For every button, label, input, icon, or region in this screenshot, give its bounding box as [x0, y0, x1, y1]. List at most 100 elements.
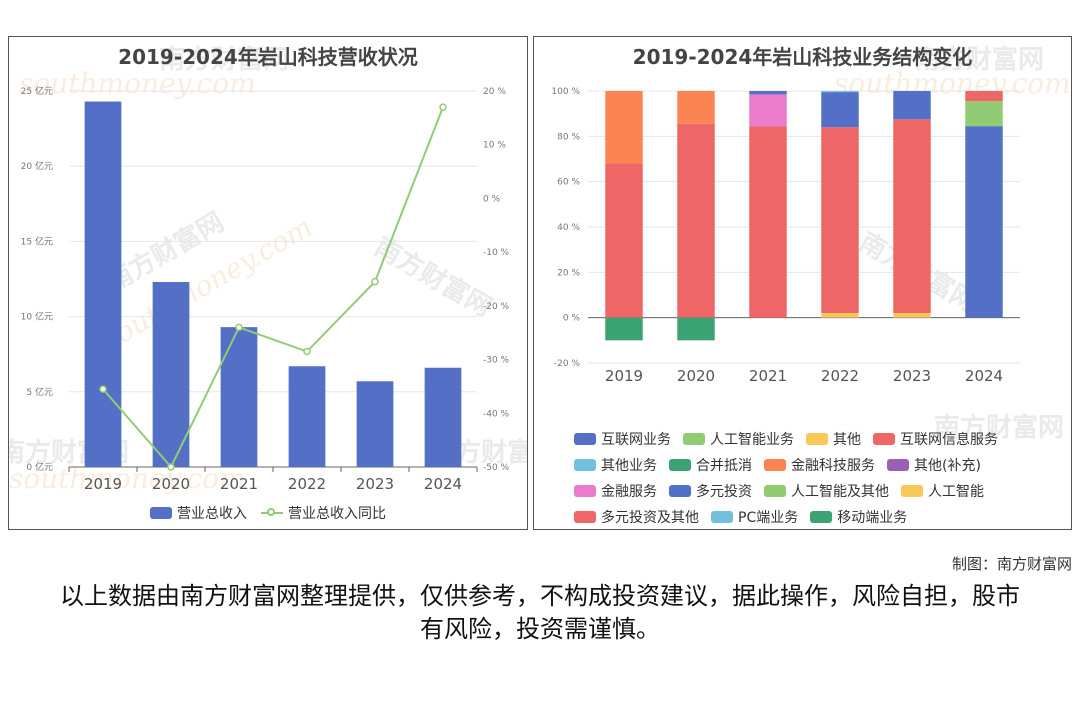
legend-item[interactable]: 多元投资及其他: [574, 507, 699, 527]
legend-item[interactable]: 互联网信息服务: [873, 429, 998, 449]
stacked-bar-segment: [893, 313, 931, 318]
legend-item[interactable]: 互联网业务: [574, 429, 671, 449]
x-tick-label: 2021: [749, 367, 787, 385]
y-tick-label: -20 %: [554, 359, 581, 369]
point-yoy-2022: [303, 347, 311, 356]
stacked-bar-segment: [821, 313, 859, 318]
y-left-tick-label: 15 亿元: [21, 235, 53, 247]
legend-label: 其他: [833, 432, 861, 448]
y-right-tick-label: 0 %: [483, 194, 501, 204]
y-right-tick-label: 10 %: [483, 141, 506, 151]
y-left-tick-label: 5 亿元: [26, 386, 53, 398]
legend-item[interactable]: 人工智能业务: [683, 429, 794, 449]
legend-swatch: [810, 511, 833, 523]
legend-item[interactable]: PC端业务: [711, 507, 798, 527]
y-tick-label: 20 %: [557, 268, 580, 278]
legend-label: 金融服务: [601, 484, 657, 500]
legend-item[interactable]: 金融服务: [574, 481, 657, 501]
legend-swatch: [574, 459, 596, 471]
legend-label: 人工智能业务: [710, 432, 794, 448]
y-left-tick-label: 0 亿元: [26, 461, 53, 473]
revenue-chart-panel: 南方财富网 southmoney.com 南方财富网 southmoney.co…: [8, 36, 528, 530]
legend-swatch: [711, 511, 733, 523]
stacked-bar-segment: [821, 91, 859, 93]
x-tick-label: 2022: [288, 475, 326, 493]
legend-label: 互联网业务: [601, 432, 671, 448]
stacked-bar-segment: [605, 163, 643, 318]
legend-item[interactable]: 其他(补充): [887, 455, 981, 475]
stacked-bar-segment: [893, 91, 931, 120]
legend-label: 互联网信息服务: [900, 432, 998, 448]
y-right-tick-label: -20 %: [483, 302, 510, 312]
stacked-bar-segment: [677, 91, 715, 124]
legend-label: 金融科技服务: [791, 458, 875, 474]
stacked-bar-segment: [677, 317, 715, 341]
chart-legend: 互联网业务 人工智能业务 其他 互联网信息服务其他业务 合并抵消 金融科技服务 其他(补充)…: [574, 429, 1054, 527]
legend-swatch: [806, 433, 828, 445]
business-structure-chart: -20 % 0 % 20 % 40 % 60 % 80 % 100 % 2019 2020 202…: [551, 87, 1020, 385]
legend-label: 人工智能及其他: [791, 484, 889, 500]
stacked-bar-segment: [749, 91, 787, 95]
y-left-tick-label: 20 亿元: [21, 160, 53, 172]
legend-item-revenue-yoy[interactable]: 营业总收入同比: [261, 503, 386, 523]
chart-title: 2019-2024年岩山科技业务结构变化: [632, 45, 973, 69]
y-tick-label: 100 %: [551, 87, 580, 97]
x-tick-label: 2020: [677, 367, 715, 385]
point-yoy-2020: [167, 463, 175, 471]
legend-item[interactable]: 其他业务: [574, 455, 657, 475]
y-tick-label: 60 %: [557, 178, 580, 188]
legend-swatch: [669, 485, 691, 497]
legend-item[interactable]: 合并抵消: [669, 455, 752, 475]
stacked-bar-segment: [965, 126, 1003, 318]
legend-swatch: [873, 433, 895, 445]
y-tick-label: 0 %: [563, 314, 581, 324]
chart-title: 2019-2024年岩山科技营收状况: [118, 45, 418, 69]
x-tick-label: 2022: [821, 367, 859, 385]
legend-item-revenue[interactable]: 营业总收入: [150, 503, 247, 523]
stacked-bar-segment: [605, 91, 643, 164]
y-right-tick-label: -50 %: [483, 463, 510, 473]
y-right-tick-label: -30 %: [483, 356, 510, 366]
stacked-bar-segment: [605, 317, 643, 341]
x-tick-label: 2023: [356, 475, 394, 493]
legend-swatch: [574, 433, 596, 445]
legend-label: 合并抵消: [696, 458, 752, 474]
stacked-bar-segment: [965, 101, 1003, 127]
bar-revenue-2023: [356, 381, 394, 467]
legend-label: 其他(补充): [914, 458, 981, 474]
stacked-bar-segment: [749, 94, 787, 127]
stacked-bar-segment: [749, 126, 787, 318]
stacked-bar-segment: [893, 119, 931, 314]
business-structure-chart-panel: 南方财富网 southmoney.com 南方财富网 南方财富网 2019-20…: [533, 36, 1072, 530]
stacked-bar-segment: [965, 91, 1003, 102]
x-tick-label: 2024: [424, 475, 462, 493]
legend-item[interactable]: 金融科技服务: [764, 455, 875, 475]
point-yoy-2019: [99, 385, 107, 393]
legend-item[interactable]: 多元投资: [669, 481, 752, 501]
legend-item[interactable]: 人工智能: [901, 481, 984, 501]
y-right-tick-label: 20 %: [483, 87, 506, 97]
legend-swatch: [683, 433, 705, 445]
legend-label: 移动端业务: [837, 510, 908, 526]
legend-item[interactable]: 移动端业务: [810, 507, 907, 527]
y-left-tick-label: 25 亿元: [21, 85, 53, 97]
x-tick-label: 2020: [152, 475, 190, 493]
x-tick-label: 2023: [893, 367, 931, 385]
bar-revenue-2019: [84, 101, 122, 467]
stacked-bar-segment: [677, 123, 715, 318]
point-yoy-2023: [371, 277, 379, 286]
y-left-tick-label: 10 亿元: [21, 311, 53, 323]
legend-item[interactable]: 人工智能及其他: [764, 481, 889, 501]
chart-credit: 制图：南方财富网: [951, 555, 1072, 573]
point-yoy-2021: [235, 323, 243, 332]
legend-label: 多元投资: [696, 484, 752, 500]
y-right-tick-label: -10 %: [483, 248, 510, 258]
legend-label: 营业总收入: [177, 506, 247, 522]
stacked-bar-segment: [821, 127, 859, 314]
legend-swatch: [764, 459, 786, 471]
legend-swatch: [901, 485, 923, 497]
legend-swatch: [574, 485, 596, 497]
bar-revenue-2021: [220, 327, 258, 467]
x-tick-label: 2019: [605, 367, 643, 385]
legend-item[interactable]: 其他: [806, 429, 861, 449]
